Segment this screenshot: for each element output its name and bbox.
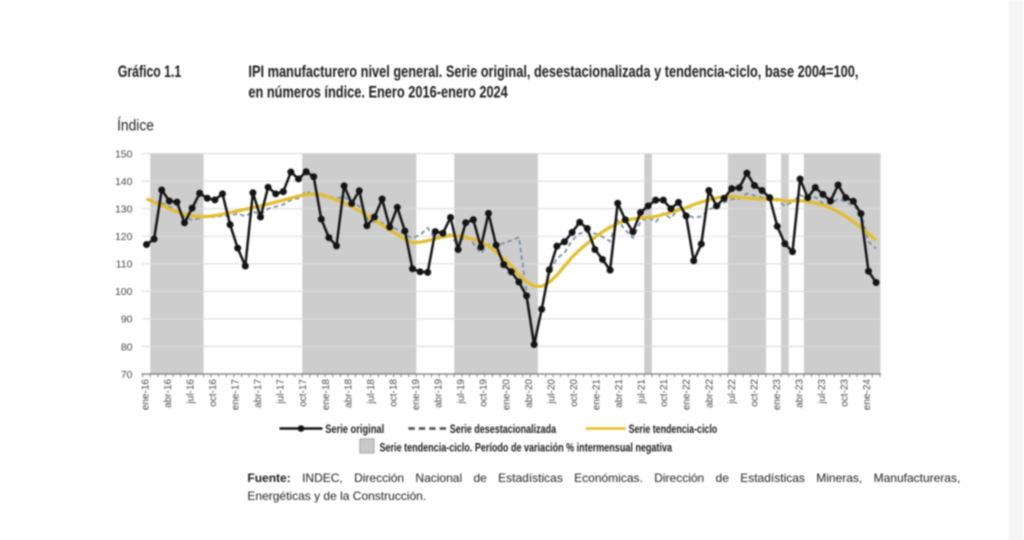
svg-text:abr-16: abr-16 (163, 379, 174, 408)
svg-text:ene-23: ene-23 (772, 379, 783, 411)
svg-text:jul-16: jul-16 (185, 379, 196, 405)
svg-text:ene-22: ene-22 (682, 379, 693, 411)
svg-text:jul-22: jul-22 (727, 379, 738, 405)
svg-text:100: 100 (115, 286, 133, 298)
svg-text:oct-19: oct-19 (479, 379, 490, 407)
svg-text:ene-21: ene-21 (592, 379, 603, 411)
svg-text:jul-20: jul-20 (546, 379, 557, 405)
svg-text:Serie original: Serie original (325, 422, 384, 436)
svg-text:oct-22: oct-22 (749, 379, 760, 407)
svg-text:IPI manufacturero nivel genera: IPI manufacturero nivel general. Serie o… (248, 63, 858, 81)
svg-text:Energéticas y de la Construcci: Energéticas y de la Construcción. (247, 489, 426, 503)
svg-text:jul-18: jul-18 (366, 379, 377, 405)
svg-text:Serie tendencia-ciclo: Serie tendencia-ciclo (629, 422, 718, 436)
svg-text:70: 70 (121, 369, 133, 381)
svg-text:jul-23: jul-23 (817, 379, 828, 405)
svg-text:abr-19: abr-19 (434, 379, 445, 408)
svg-text:en números índice. Enero 2016-: en números índice. Enero 2016-enero 2024 (248, 84, 508, 102)
svg-text:130: 130 (115, 204, 133, 216)
svg-text:abr-23: abr-23 (795, 379, 806, 408)
svg-text:abr-20: abr-20 (524, 379, 535, 408)
svg-text:abr-21: abr-21 (614, 379, 625, 408)
svg-text:Fuente: INDEC, Dirección Nacio: Fuente: INDEC, Dirección Nacional de Est… (247, 471, 960, 485)
svg-text:jul-21: jul-21 (637, 379, 648, 405)
svg-text:ene-16: ene-16 (140, 379, 151, 411)
svg-text:jul-17: jul-17 (276, 379, 287, 405)
svg-text:Gráfico 1.1: Gráfico 1.1 (118, 63, 181, 81)
svg-text:ene-17: ene-17 (231, 379, 242, 411)
svg-text:ene-24: ene-24 (862, 379, 873, 411)
svg-text:abr-18: abr-18 (343, 379, 354, 408)
svg-text:80: 80 (121, 341, 133, 353)
svg-text:abr-17: abr-17 (253, 379, 264, 408)
svg-text:140: 140 (115, 176, 133, 188)
svg-text:Índice: Índice (117, 118, 154, 135)
svg-text:oct-20: oct-20 (569, 379, 580, 407)
svg-text:oct-18: oct-18 (388, 379, 399, 407)
svg-text:ene-20: ene-20 (501, 379, 512, 411)
svg-text:ene-19: ene-19 (411, 379, 422, 411)
svg-text:abr-22: abr-22 (704, 379, 715, 408)
svg-text:120: 120 (115, 231, 133, 243)
svg-text:oct-16: oct-16 (208, 379, 219, 407)
svg-text:90: 90 (121, 314, 133, 326)
svg-text:oct-17: oct-17 (298, 379, 309, 407)
svg-text:ene-18: ene-18 (321, 379, 332, 411)
svg-text:Serie tendencia-ciclo. Período: Serie tendencia-ciclo. Período de variac… (380, 440, 673, 454)
svg-text:oct-21: oct-21 (659, 379, 670, 407)
svg-text:oct-23: oct-23 (840, 379, 851, 407)
svg-text:jul-19: jul-19 (456, 379, 467, 405)
svg-text:110: 110 (116, 259, 133, 271)
svg-text:150: 150 (115, 148, 133, 160)
svg-text:Serie desestacionalizada: Serie desestacionalizada (450, 422, 557, 436)
